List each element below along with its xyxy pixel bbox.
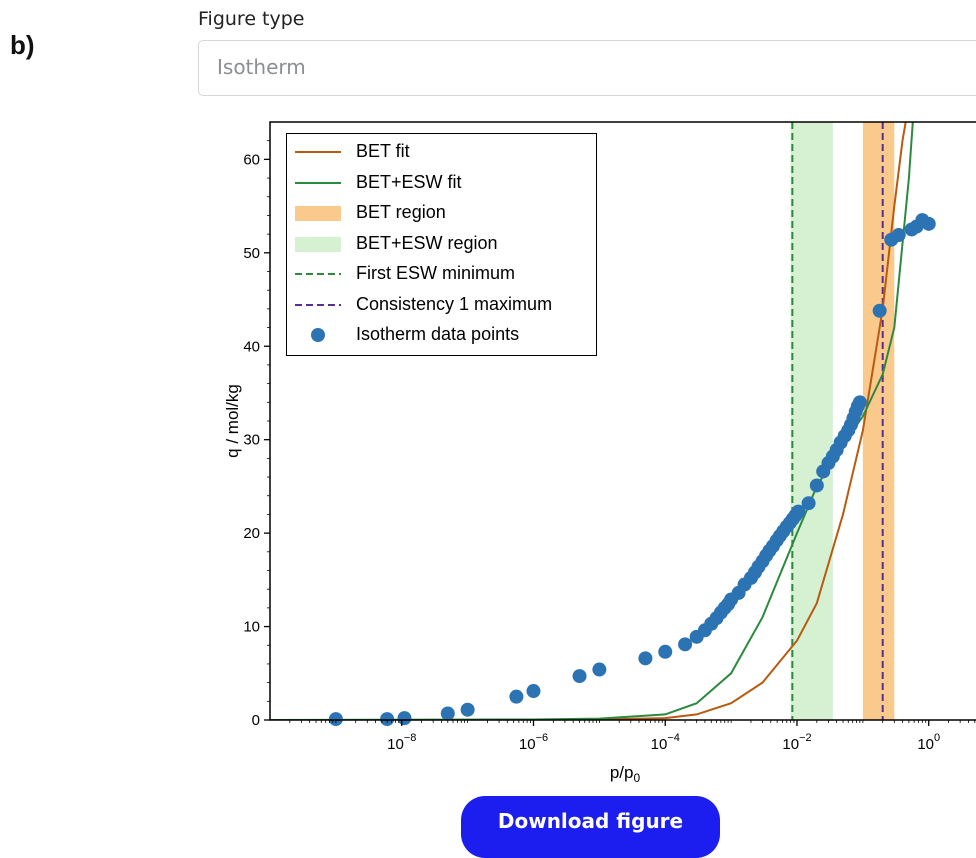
legend-swatch xyxy=(295,181,341,184)
x-tick-label: 10−8 xyxy=(387,732,416,753)
data-point xyxy=(397,711,412,726)
download-figure-button[interactable]: Download figure xyxy=(461,796,720,858)
legend-label: BET region xyxy=(356,202,446,222)
figure-type-value: Isotherm xyxy=(217,55,306,79)
data-point xyxy=(852,395,867,410)
legend-swatch xyxy=(295,273,341,275)
data-point xyxy=(809,478,824,493)
axes-layer: 0 10 20 30 40 50 60 10−8 10−6 10−4 10−2 100 p/p0 q / … xyxy=(223,121,976,785)
legend-swatch xyxy=(311,328,325,342)
chart-legend: BET fit BET+ESW fit BET region BET+ESW regi… xyxy=(286,133,597,356)
legend-swatch xyxy=(295,303,341,306)
y-tick-label: 40 xyxy=(243,338,260,355)
legend-label: BET+ESW region xyxy=(356,232,498,253)
x-tick-label: 10−6 xyxy=(519,732,548,753)
legend-item-first-esw-minimum: First ESW minimum xyxy=(293,262,593,286)
x-tick-label: 10−2 xyxy=(782,732,811,753)
legend-item-bet-region: BET region xyxy=(293,201,593,225)
y-tick-label: 10 xyxy=(243,619,260,636)
y-tick-label: 0 xyxy=(252,712,260,729)
legend-item-data-points: Isotherm data points xyxy=(293,323,593,347)
data-point xyxy=(592,662,607,677)
data-points-layer xyxy=(328,213,936,727)
legend-label: Consistency 1 maximum xyxy=(356,293,553,314)
x-tick-label: 100 xyxy=(917,732,940,753)
legend-item-consistency-maximum: Consistency 1 maximum xyxy=(293,293,593,317)
data-point xyxy=(658,644,673,659)
bet-esw-fit-curve xyxy=(270,122,914,720)
vertical-lines-layer xyxy=(791,122,884,720)
panel-label: b) xyxy=(10,30,35,60)
legend-item-bet-esw-fit: BET+ESW fit xyxy=(293,171,593,195)
legend-item-bet-esw-region: BET+ESW region xyxy=(293,232,593,256)
data-point xyxy=(801,496,816,511)
figure-type-select[interactable]: Isotherm xyxy=(198,40,976,96)
bet-esw-region xyxy=(790,122,833,720)
data-point xyxy=(872,303,887,318)
data-point xyxy=(380,712,395,727)
legend-label: First ESW minimum xyxy=(356,263,515,283)
y-tick-label: 50 xyxy=(243,245,260,262)
data-point xyxy=(328,712,343,727)
legend-swatch xyxy=(295,151,341,153)
data-point xyxy=(440,706,455,721)
legend-label: BET+ESW fit xyxy=(356,171,462,192)
y-tick-label: 30 xyxy=(243,432,260,449)
y-tick-label: 20 xyxy=(243,525,260,542)
legend-swatch xyxy=(295,236,341,252)
data-point xyxy=(921,216,936,231)
regions-layer xyxy=(790,122,895,720)
data-point xyxy=(791,504,806,519)
legend-label: Isotherm data points xyxy=(356,324,520,344)
data-point xyxy=(460,702,475,717)
y-tick-label: 60 xyxy=(243,151,260,168)
bet-region xyxy=(862,122,895,720)
y-axis-label: q / mol/kg xyxy=(223,384,242,458)
legend-swatch xyxy=(295,206,341,221)
data-point xyxy=(526,684,541,699)
data-point xyxy=(678,637,693,652)
data-point xyxy=(638,651,653,666)
data-point xyxy=(572,669,587,684)
x-tick-label: 10−4 xyxy=(651,732,680,753)
data-point xyxy=(509,689,524,704)
data-point xyxy=(891,228,906,243)
x-axis-label: p/p0 xyxy=(610,763,641,785)
legend-item-bet-fit: BET fit xyxy=(293,140,593,164)
legend-label: BET fit xyxy=(356,141,410,161)
figure-type-label: Figure type xyxy=(198,8,305,30)
